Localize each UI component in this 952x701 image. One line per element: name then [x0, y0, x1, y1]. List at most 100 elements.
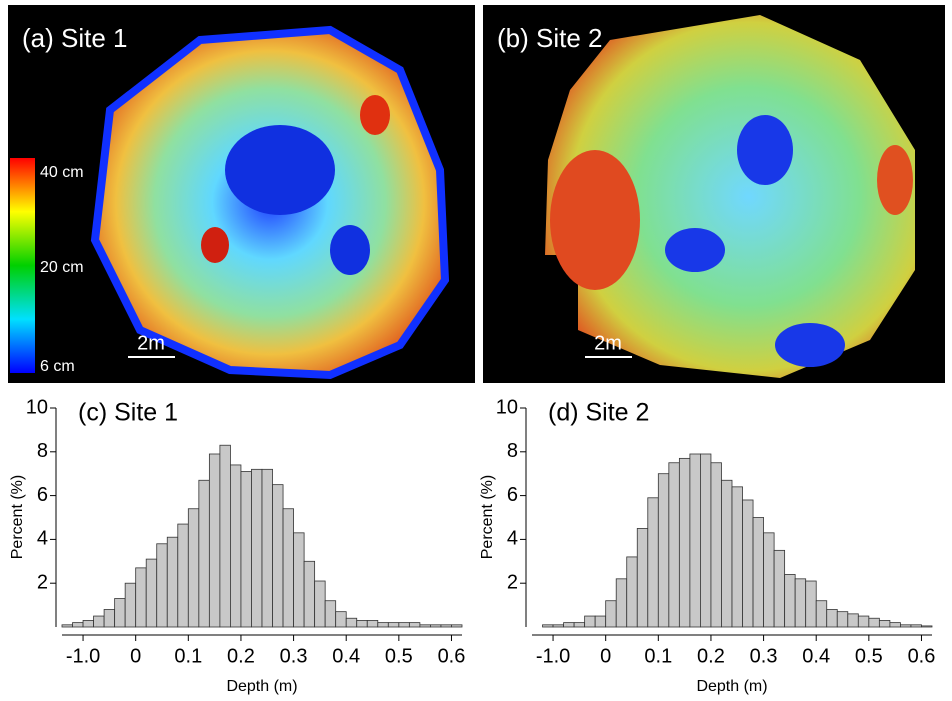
bar — [114, 598, 126, 628]
bar — [689, 453, 701, 628]
bar — [636, 528, 649, 628]
x-axis-label: Depth (m) — [226, 678, 297, 695]
bar — [773, 549, 786, 628]
bar — [710, 462, 722, 628]
x-tick-label: 0.1 — [644, 645, 672, 667]
bar — [103, 609, 116, 628]
colorbar-label: 6 cm — [40, 358, 75, 375]
y-tick-label: 8 — [507, 440, 518, 462]
y-tick-label: 8 — [37, 440, 48, 462]
bar — [156, 543, 168, 628]
bar — [742, 499, 754, 628]
bar — [552, 624, 564, 628]
y-tick-label: 6 — [507, 484, 518, 506]
bar — [166, 536, 179, 628]
depression — [737, 115, 793, 185]
bar — [208, 453, 221, 628]
x-tick-label: 0 — [130, 645, 141, 667]
bar — [82, 620, 94, 628]
bar — [900, 624, 912, 628]
y-tick-label: 2 — [37, 571, 48, 593]
bar — [563, 622, 575, 628]
y-tick-label: 4 — [507, 528, 518, 550]
ridge — [877, 145, 913, 215]
chart-title: (d) Site 2 — [548, 399, 649, 427]
bar — [61, 624, 73, 628]
bar — [921, 625, 933, 628]
bar — [857, 615, 870, 628]
x-tick-label: -1.0 — [66, 645, 100, 667]
bar — [815, 600, 828, 628]
y-tick-label: 4 — [37, 528, 48, 550]
bar — [889, 622, 901, 628]
x-tick-label: 0.6 — [438, 645, 466, 667]
bar — [805, 580, 817, 628]
depression — [665, 228, 725, 272]
bar — [408, 622, 421, 628]
colorbar — [10, 158, 35, 373]
bar — [198, 479, 210, 628]
bar — [251, 468, 263, 628]
bar — [314, 580, 326, 628]
bar — [303, 560, 316, 628]
x-tick-label: 0 — [600, 645, 611, 667]
bar — [826, 609, 838, 628]
bar — [272, 484, 284, 628]
y-tick-label: 10 — [26, 396, 48, 418]
bar — [240, 471, 252, 628]
bar — [647, 497, 659, 628]
bar — [752, 517, 764, 628]
bar — [584, 615, 596, 628]
bar — [594, 615, 607, 628]
map-b: (b) Site 2 2m — [483, 5, 945, 383]
bar — [282, 508, 294, 628]
scale-label: 2m — [594, 332, 622, 354]
x-tick-label: 0.2 — [697, 645, 725, 667]
bar — [440, 624, 452, 628]
bar — [836, 611, 849, 628]
bar — [868, 617, 880, 628]
colorbar-label: 40 cm — [40, 164, 84, 181]
bar — [847, 613, 859, 628]
bar — [668, 462, 680, 628]
bar — [219, 444, 231, 628]
depression — [225, 125, 335, 215]
chart-title: (c) Site 1 — [78, 399, 178, 427]
y-tick-label: 6 — [37, 484, 48, 506]
bar — [573, 622, 586, 628]
bar — [135, 567, 147, 628]
x-tick-label: 0.5 — [385, 645, 413, 667]
bar — [657, 473, 670, 628]
bar — [187, 508, 200, 628]
bar — [177, 523, 189, 628]
x-tick-label: 0.2 — [227, 645, 255, 667]
x-tick-label: 0.6 — [908, 645, 936, 667]
ridge — [550, 150, 640, 290]
bar — [784, 574, 796, 628]
bar — [419, 624, 431, 628]
y-tick-label: 2 — [507, 571, 518, 593]
x-tick-label: 0.3 — [280, 645, 308, 667]
y-axis-label: Percent (%) — [479, 475, 496, 559]
x-tick-label: 0.3 — [750, 645, 778, 667]
map-a: 40 cm 20 cm 6 cm (a) Site 1 2m — [8, 5, 475, 383]
bar — [366, 620, 379, 628]
bar — [430, 624, 442, 628]
bar — [626, 556, 638, 628]
x-tick-label: 0.4 — [332, 645, 360, 667]
bar — [261, 468, 273, 628]
bar — [721, 479, 733, 628]
depression — [330, 225, 370, 275]
bar — [72, 622, 84, 628]
map-label: (b) Site 2 — [497, 23, 603, 53]
bar — [615, 578, 628, 628]
x-axis-label: Depth (m) — [696, 678, 767, 695]
x-tick-label: 0.4 — [802, 645, 830, 667]
x-tick-label: 0.5 — [855, 645, 883, 667]
bar — [731, 486, 743, 628]
bar — [387, 622, 400, 628]
bar — [345, 617, 358, 628]
bar — [700, 453, 712, 628]
bar — [377, 622, 389, 628]
